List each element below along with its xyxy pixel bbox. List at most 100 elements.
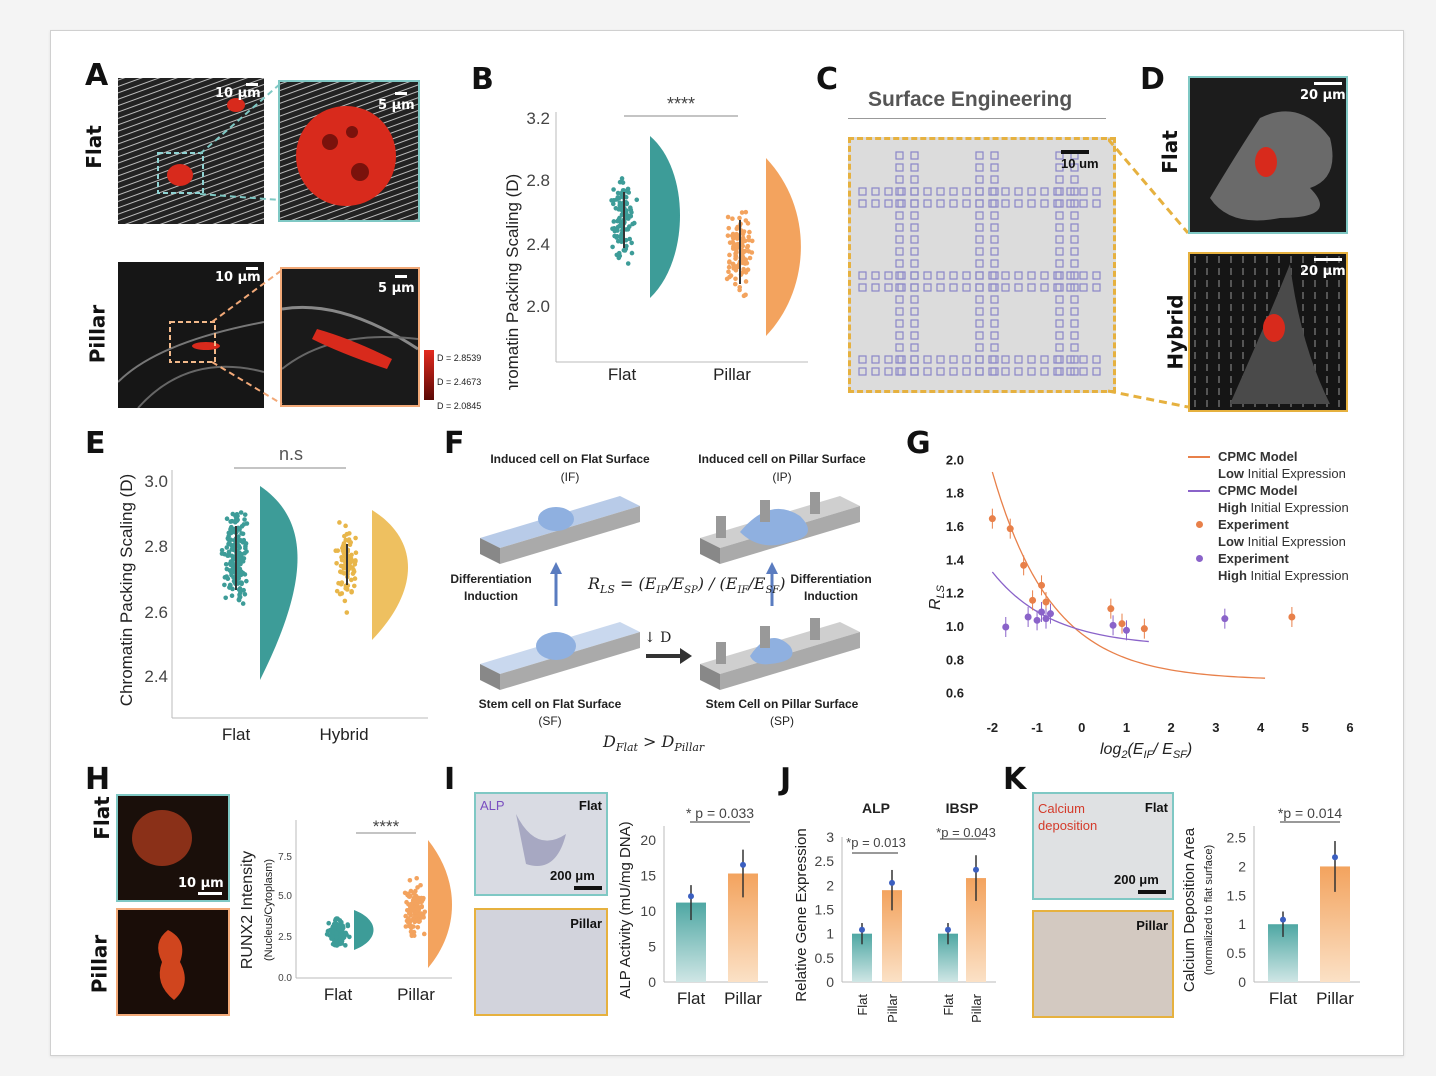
h-pillar-label: Pillar	[87, 934, 112, 994]
pillar-square	[910, 187, 919, 196]
swarm-dot	[727, 252, 732, 258]
swarm-dot	[229, 593, 235, 599]
pillar-square	[975, 199, 984, 208]
i-tick: 10	[640, 903, 656, 919]
swarm-dot	[725, 233, 731, 238]
pillar-square	[990, 307, 999, 316]
pillar-square	[1055, 295, 1064, 304]
pillar-square	[1055, 343, 1064, 352]
pillar-square	[910, 295, 919, 304]
swarm-dot	[737, 287, 742, 293]
h-dots-pillar	[402, 875, 428, 939]
pillar-square	[975, 211, 984, 220]
a-zoom-lines-flat	[200, 83, 281, 201]
swarm-dot	[341, 571, 347, 576]
g-legend-sub: High Initial Expression	[1218, 568, 1349, 583]
swarm-dot	[227, 582, 233, 588]
g-point	[1109, 621, 1117, 629]
pillar-square	[962, 187, 971, 196]
i-cat: Flat	[677, 989, 706, 1008]
i-ylabel: ALP Activity (mU/mg DNA)	[617, 821, 634, 998]
a-scalebar-5-pillar	[395, 275, 407, 278]
j-bar-chart: Relative Gene Expression ALP IBSP 3 2.5 2 1…	[793, 800, 996, 1023]
pillar-square	[884, 271, 893, 280]
pillar-square	[1001, 271, 1010, 280]
g-xtick: 5	[1302, 720, 1309, 735]
g-ytick: 1.4	[946, 552, 965, 567]
g-ytick: 1.0	[946, 619, 964, 634]
swarm-dot	[408, 929, 414, 934]
pillar-square	[895, 307, 904, 316]
swarm-dot	[237, 527, 242, 532]
pillar-square	[910, 235, 919, 244]
j-bar	[852, 933, 872, 982]
h-tick: 5.0	[278, 891, 292, 902]
g-point	[988, 515, 996, 523]
pillar-square	[936, 367, 945, 376]
pillar-square	[1092, 271, 1101, 280]
swarm-dot	[741, 237, 746, 243]
pillar-square	[949, 187, 958, 196]
g-point	[1038, 608, 1046, 616]
pillar-square	[1014, 199, 1023, 208]
j-gene-ibsp: IBSP	[946, 800, 979, 816]
pillar-square	[897, 187, 906, 196]
pillar-square	[975, 331, 984, 340]
j-tick: 2	[826, 877, 834, 893]
i-pillar-image: Pillar	[474, 908, 608, 1016]
g-legend-title: Experiment	[1218, 551, 1289, 566]
pillar-square	[895, 343, 904, 352]
a-colorbar-labels: D = 2.8539 D = 2.4673 D = 2.0845	[437, 346, 481, 418]
swarm-dot	[743, 292, 748, 298]
pillar-square	[1055, 271, 1064, 280]
pillar-square	[1040, 199, 1049, 208]
g-point	[1046, 610, 1054, 618]
swarm-dot	[730, 261, 736, 267]
f-ip-title: Induced cell on Pillar Surface	[698, 452, 866, 466]
pillar-square	[1055, 223, 1064, 232]
pillar-square	[910, 271, 919, 280]
swarm-dot	[228, 537, 234, 543]
pillar-square	[975, 271, 984, 280]
pillar-square	[1066, 367, 1075, 376]
swarm-dot	[615, 224, 621, 230]
pillar-square	[1070, 211, 1079, 220]
pillar-square	[895, 211, 904, 220]
pillar-square	[910, 367, 919, 376]
swarm-dot	[344, 587, 350, 592]
pillar-square	[990, 235, 999, 244]
pillar-square	[897, 367, 906, 376]
swarm-dot	[334, 588, 340, 594]
pillar-square	[923, 271, 932, 280]
k-bar-chart: Calcium Deposition Area (normalized to f…	[1181, 805, 1360, 1008]
pillar-square	[990, 247, 999, 256]
g-point	[1024, 613, 1032, 621]
pillar-square	[910, 367, 919, 376]
swarm-dot	[739, 210, 745, 215]
b-dots-flat	[609, 176, 640, 266]
swarm-dot	[335, 548, 341, 553]
c-scalebar	[1061, 150, 1089, 154]
j-ylabel: Relative Gene Expression	[793, 828, 810, 1001]
pillar-square	[895, 331, 904, 340]
c-title: Surface Engineering	[868, 88, 1073, 111]
k-tick: 1	[1238, 916, 1246, 932]
h-sig: ****	[373, 817, 400, 836]
swarm-dot	[353, 559, 358, 564]
swarm-dot	[353, 535, 358, 541]
pillar-square	[990, 163, 999, 172]
pillar-square	[871, 283, 880, 292]
swarm-dot	[617, 253, 623, 259]
swarm-dot	[628, 213, 634, 219]
pillar-square	[895, 271, 904, 280]
swarm-dot	[421, 931, 427, 937]
pillar-square	[936, 283, 945, 292]
swarm-dot	[615, 195, 621, 200]
swarm-dot	[342, 598, 348, 604]
pillar-square	[871, 271, 880, 280]
h-flat-label: Flat	[89, 796, 114, 840]
swarm-dot	[327, 928, 333, 933]
pillar-square	[1001, 283, 1010, 292]
swarm-dot	[634, 197, 640, 203]
f-sp-title: Stem Cell on Pillar Surface	[705, 697, 859, 711]
